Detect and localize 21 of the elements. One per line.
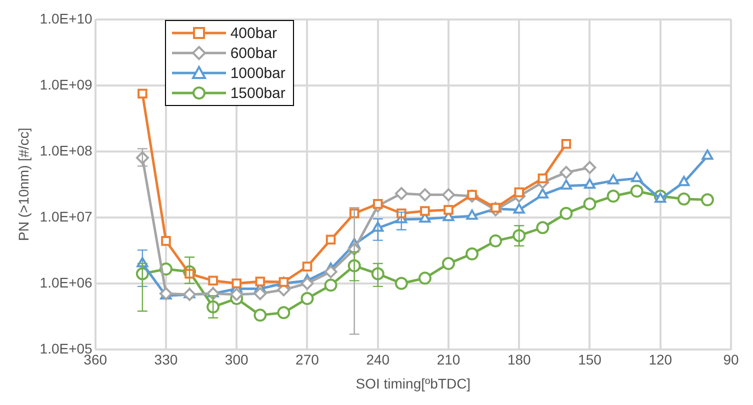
y-tick-label: 1.0E+05 <box>40 340 93 356</box>
x-tick-label: 180 <box>507 352 532 368</box>
y-tick-label: 1.0E+06 <box>40 274 93 290</box>
y-tick-label: 1.0E+09 <box>40 76 93 92</box>
y-axis-title: PN (>10nm) [#/cc] <box>15 128 32 241</box>
x-tick-label: 210 <box>436 352 460 368</box>
x-tick-label: 300 <box>224 352 248 368</box>
y-tick-label: 1.0E+08 <box>40 142 93 158</box>
y-tick-label: 1.0E+10 <box>40 10 93 26</box>
legend-label: 400bar <box>230 24 278 42</box>
x-tick-label: 240 <box>366 352 390 368</box>
legend-label: 1500bar <box>230 84 286 102</box>
x-tick-label: 270 <box>296 352 320 368</box>
x-tick-label: 90 <box>723 352 739 368</box>
y-tick-label: 1.0E+07 <box>40 208 93 224</box>
x-tick-label: 150 <box>578 352 602 368</box>
legend-label: 600bar <box>230 44 278 62</box>
x-tick-label: 120 <box>648 352 672 368</box>
x-tick-label: 330 <box>154 352 178 368</box>
legend-label: 1000bar <box>230 64 286 82</box>
x-axis-title: SOI timing[ºbTDC] <box>356 375 471 392</box>
